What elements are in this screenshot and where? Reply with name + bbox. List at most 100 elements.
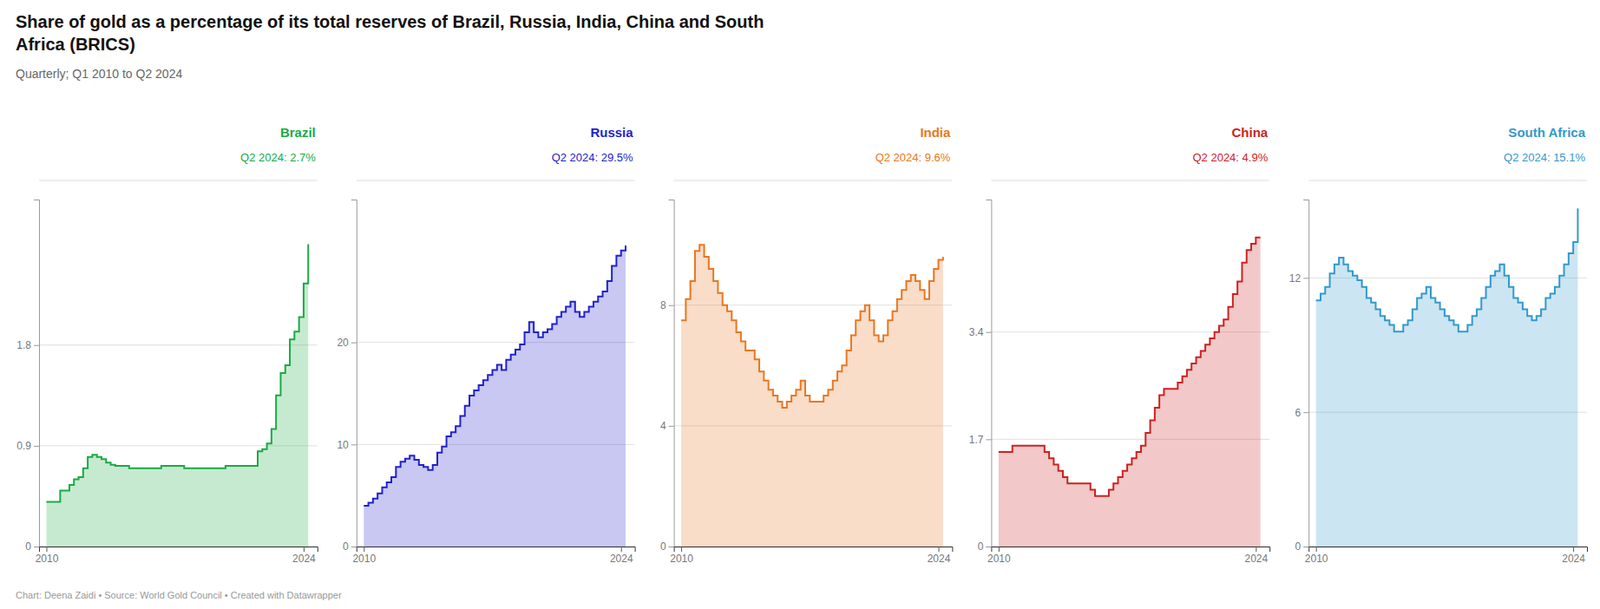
panel-title: China [1232, 124, 1269, 140]
y-tick-mark [33, 546, 40, 548]
x-tick-label: 2010 [352, 552, 376, 565]
x-axis: 2010 2024 [669, 546, 953, 565]
y-tick-mark [351, 342, 357, 344]
panel: RussiaQ2 2024: 29.5%0102020102024 [336, 124, 636, 565]
x-tick-label: 2024 [927, 552, 951, 565]
x-tick: 2010 [352, 546, 376, 565]
y-tick: 1.7 [969, 433, 992, 446]
y-tick-label: 1.8 [16, 339, 32, 352]
x-tick: 2010 [35, 546, 60, 565]
area [681, 244, 944, 547]
y-tick-mark [1303, 546, 1309, 548]
separator [990, 180, 1270, 182]
y-tick-label: 20 [336, 336, 349, 349]
y-tick-mark [985, 546, 991, 548]
x-tick-label: 2024 [609, 552, 634, 565]
annotation: Q2 2024: 15.1% [1503, 150, 1586, 164]
x-tick-mark [1573, 546, 1574, 552]
annotation: Q2 2024: 29.5% [551, 150, 634, 164]
y-tick-mark [985, 439, 991, 440]
y-tick: 1.8 [16, 339, 40, 352]
line [45, 244, 309, 503]
y-tick-label: 12 [1289, 272, 1302, 285]
line [998, 237, 1261, 497]
x-tick-label: 2010 [35, 552, 60, 565]
y-tick-mark [668, 305, 675, 307]
x-tick-label: 2010 [1304, 552, 1329, 565]
area [1316, 208, 1579, 547]
line [681, 244, 944, 408]
x-tick: 2024 [1244, 546, 1268, 565]
x-tick-mark [938, 546, 940, 552]
y-tick-mark [668, 546, 675, 548]
x-tick-mark [363, 546, 365, 552]
x-tick-mark [998, 546, 1000, 552]
y-tick-label: 1.7 [969, 433, 984, 446]
y-tick-label: 10 [336, 439, 349, 452]
y-tick-mark [1303, 277, 1309, 279]
title: Share of gold as a percentage of its tot… [15, 12, 764, 32]
panel-title: India [919, 124, 951, 140]
y-tick-mark [985, 332, 991, 334]
y-tick: 20 [336, 336, 356, 349]
x-axis-line [991, 547, 1271, 553]
panel-title: Brazil [280, 124, 316, 140]
x-tick-label: 2024 [1561, 552, 1586, 565]
x-axis: 2010 2024 [352, 546, 636, 565]
area [363, 245, 626, 547]
y-tick-mark [351, 546, 357, 548]
annotation: Q2 2024: 9.6% [875, 150, 951, 164]
x-tick-label: 2024 [1244, 552, 1268, 565]
separator [39, 180, 318, 182]
x-tick-label: 2010 [987, 552, 1011, 565]
marks [998, 237, 1261, 547]
x-axis: 2010 2024 [987, 546, 1271, 565]
y-tick: 8 [660, 299, 675, 312]
y-tick-mark [33, 345, 40, 347]
y-tick-label: 0 [1295, 540, 1302, 553]
separator [1308, 180, 1587, 182]
marks [1316, 208, 1579, 547]
x-tick: 2024 [292, 546, 316, 565]
x-tick-mark [303, 546, 305, 552]
area [45, 244, 309, 547]
y-tick: 10 [336, 439, 356, 452]
separator [674, 180, 953, 182]
x-tick-mark [1316, 546, 1318, 552]
y-tick: 0 [1295, 540, 1310, 553]
area [998, 237, 1261, 547]
x-tick-label: 2024 [292, 552, 316, 565]
y-tick-label: 0 [342, 540, 349, 553]
x-tick-mark [45, 546, 47, 552]
y-axis-line [1303, 200, 1310, 548]
x-tick: 2024 [927, 546, 951, 565]
x-tick-mark [1255, 546, 1257, 552]
title: Africa (BRICS) [15, 34, 136, 54]
footer: Chart: Deena Zaidi • Source: World Gold … [15, 590, 342, 601]
x-tick-mark [621, 546, 623, 552]
y-axis-line [985, 200, 992, 548]
y-tick-label: 6 [1295, 406, 1302, 420]
y-tick-label: 8 [660, 299, 667, 312]
y-tick: 6 [1295, 406, 1310, 420]
grid-line [39, 344, 318, 346]
y-tick: 0 [342, 540, 357, 553]
x-tick: 2024 [1561, 546, 1586, 565]
y-tick: 4 [660, 419, 675, 433]
chart-root: Share of gold as a percentage of its tot… [0, 0, 1600, 609]
marks [45, 244, 309, 547]
separator [356, 180, 636, 182]
y-axis: 048 [660, 200, 675, 554]
y-tick-label: 4 [660, 419, 667, 433]
x-axis-line [674, 547, 953, 553]
x-axis: 2010 2024 [35, 546, 319, 565]
x-tick: 2024 [609, 546, 634, 565]
y-axis-line [33, 200, 40, 548]
x-axis: 2010 2024 [1304, 546, 1588, 565]
x-tick-label: 2010 [669, 552, 694, 565]
y-axis: 01.73.4 [969, 200, 992, 554]
annotation: Q2 2024: 4.9% [1192, 150, 1268, 164]
x-tick: 2010 [1304, 546, 1329, 565]
y-tick-label: 3.4 [969, 326, 984, 339]
y-tick: 3.4 [969, 326, 992, 339]
